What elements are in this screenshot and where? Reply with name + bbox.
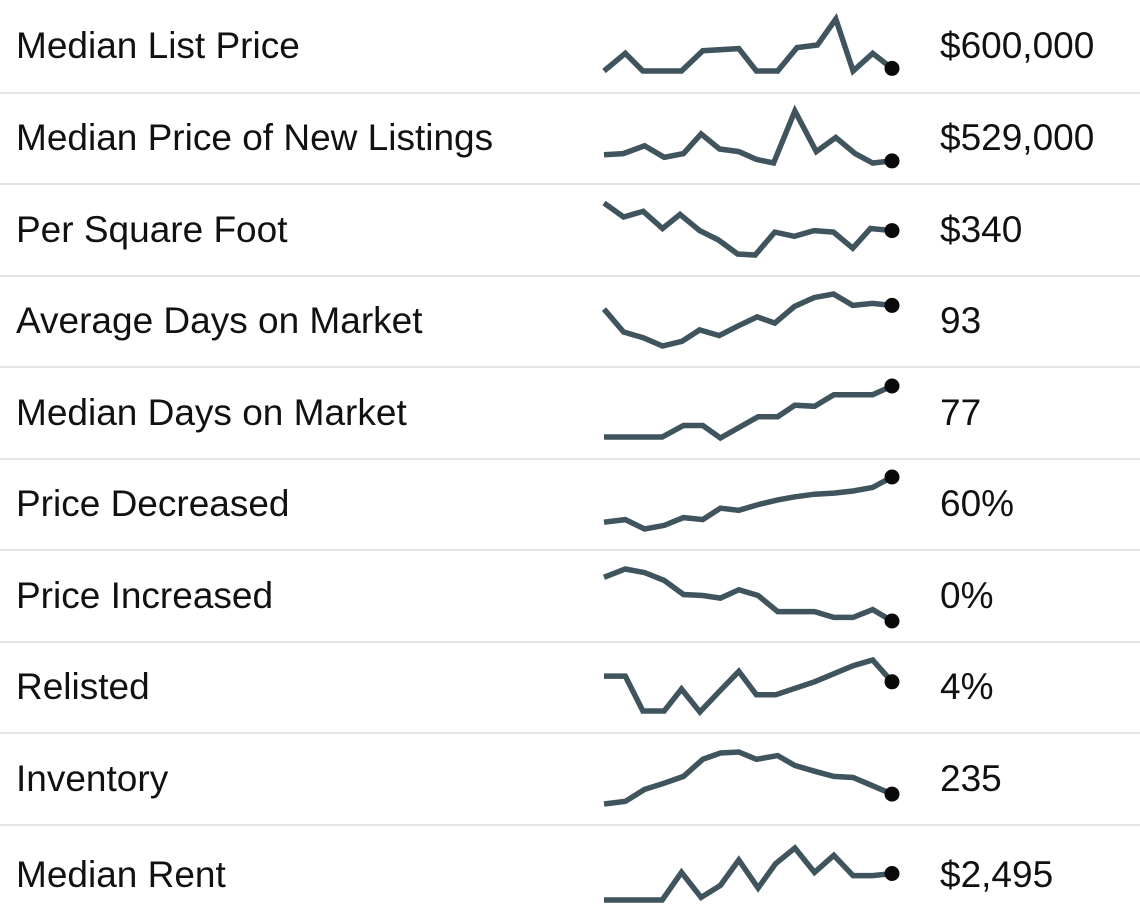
sparkline-chart [588,469,906,537]
stat-value: $600,000 [940,24,1095,66]
stat-label: Median Days on Market [16,391,407,433]
stat-label: Per Square Foot [16,208,288,250]
sparkline-chart [588,288,906,354]
stat-label: Relisted [16,666,150,708]
stat-row-relisted: Relisted 4% [0,640,1140,732]
stat-value: $340 [940,208,1023,250]
stat-value: 4% [940,666,994,708]
sparkline-chart [588,104,906,171]
stat-value: 0% [940,574,994,616]
stat-row-median-rent: Median Rent $2,495 [0,823,1140,915]
stat-value: $2,495 [940,853,1054,895]
stat-value: 77 [940,391,982,433]
sparkline-chart [588,12,906,79]
stat-label: Median Rent [16,853,226,895]
sparkline-chart [588,746,906,812]
sparkline-chart [588,842,906,908]
stat-label: Price Decreased [16,483,290,525]
stat-label: Median Price of New Listings [16,117,494,159]
sparkline-chart [588,378,906,446]
stat-value: 235 [940,757,1002,799]
stat-row-median-list-price: Median List Price $600,000 [0,0,1140,92]
stat-value: $529,000 [940,117,1095,159]
stat-label: Inventory [16,757,169,799]
stat-row-price-decreased: Price Decreased 60% [0,457,1140,549]
stat-row-median-price-new-listings: Median Price of New Listings $529,000 [0,91,1140,183]
stat-label: Median List Price [16,24,300,66]
stat-row-price-increased: Price Increased 0% [0,549,1140,641]
stat-value: 60% [940,483,1015,525]
sparkline-chart [588,563,906,629]
sparkline-chart [588,654,906,720]
stat-label: Price Increased [16,574,274,616]
stat-row-average-days-on-market: Average Days on Market 93 [0,274,1140,366]
stat-value: 93 [940,300,982,342]
stat-row-inventory: Inventory 235 [0,732,1140,824]
stat-label: Average Days on Market [16,300,423,342]
sparkline-chart [588,197,906,263]
stat-row-median-days-on-market: Median Days on Market 77 [0,366,1140,458]
stat-row-per-square-foot: Per Square Foot $340 [0,183,1140,275]
